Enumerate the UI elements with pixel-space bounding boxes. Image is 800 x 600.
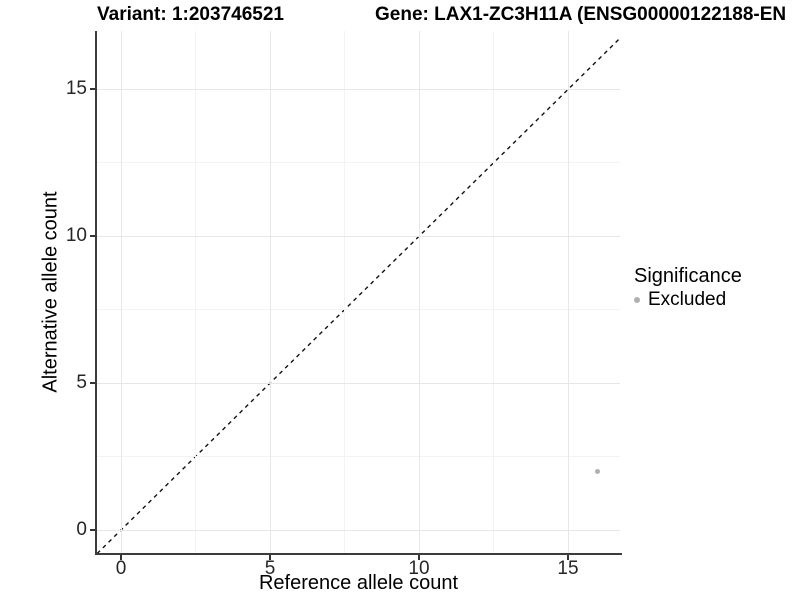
identity-line [97, 37, 620, 553]
gridline-x-minor [195, 31, 196, 553]
legend-item-label: Excluded [648, 289, 727, 310]
gridline-x-major [269, 31, 271, 553]
y-tick-mark [90, 88, 95, 91]
gridline-x-major [567, 31, 569, 553]
y-tick-label: 5 [76, 372, 87, 394]
plot-title-gene: Gene: LAX1-ZC3H11A (ENSG00000122188-EN [375, 4, 787, 25]
plot-title-variant: Variant: 1:203746521 [97, 4, 284, 25]
legend: Significance Excluded [634, 265, 742, 311]
gridline-y-minor [97, 456, 620, 458]
gridline-y-major [97, 529, 620, 531]
x-tick-mark [567, 555, 569, 560]
x-tick-mark [120, 555, 122, 560]
x-tick-mark [418, 555, 420, 560]
gridline-y-major [97, 382, 620, 384]
x-tick-label: 0 [115, 558, 127, 579]
gridline-x-major [418, 31, 420, 553]
gridline-x-major [120, 31, 122, 553]
y-axis-title: Alternative allele count [39, 191, 62, 393]
gridline-x-minor [493, 31, 494, 553]
y-tick-label: 15 [65, 78, 87, 100]
x-tick-label: 5 [264, 558, 276, 579]
legend-marker-circle-icon [634, 297, 640, 303]
legend-title: Significance [634, 265, 742, 287]
gridline-x-minor [344, 31, 345, 553]
x-tick-label: 15 [557, 558, 579, 579]
y-tick-mark [90, 529, 95, 531]
y-tick-label: 0 [76, 519, 87, 540]
x-tick-label: 10 [408, 558, 430, 579]
y-tick-label: 10 [65, 225, 87, 247]
x-axis-title: Reference allele count [258, 572, 458, 594]
y-axis-line [95, 31, 97, 555]
legend-item-excluded: Excluded [634, 289, 742, 311]
gridline-y-major [97, 88, 620, 90]
y-tick-mark [90, 235, 95, 238]
gridline-y-minor [97, 309, 620, 311]
gridline-y-major [97, 235, 620, 237]
plot-panel [97, 31, 620, 553]
gridline-y-minor [97, 162, 620, 164]
x-tick-mark [269, 555, 271, 560]
x-axis-line [95, 553, 622, 555]
y-tick-mark [90, 382, 95, 385]
data-point [595, 468, 601, 474]
